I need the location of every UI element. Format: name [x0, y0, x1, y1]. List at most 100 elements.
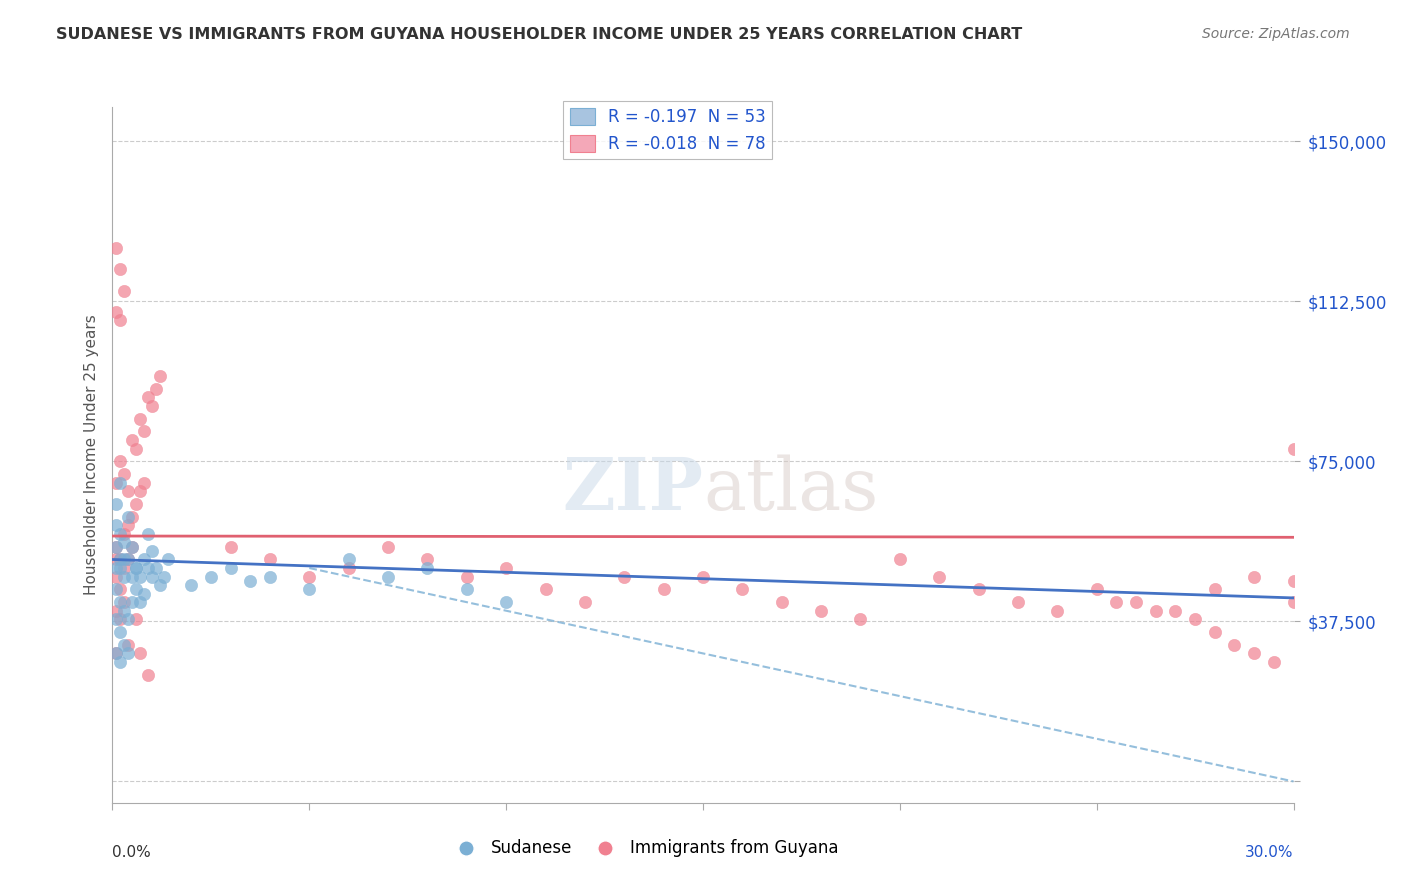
- Point: [117, 509, 139, 524]
- Point: [219, 540, 242, 554]
- Point: [1144, 604, 1167, 618]
- Point: [1164, 604, 1187, 618]
- Point: [110, 561, 132, 575]
- Point: [1204, 582, 1226, 597]
- Point: [1263, 655, 1285, 669]
- Point: [105, 540, 128, 554]
- Point: [105, 647, 128, 661]
- Point: [110, 262, 132, 277]
- Point: [132, 475, 155, 490]
- Legend: Sudanese, Immigrants from Guyana: Sudanese, Immigrants from Guyana: [443, 833, 845, 864]
- Point: [141, 399, 163, 413]
- Point: [337, 561, 360, 575]
- Point: [112, 467, 135, 482]
- Point: [416, 561, 439, 575]
- Point: [125, 442, 148, 456]
- Point: [129, 595, 152, 609]
- Point: [110, 475, 132, 490]
- Point: [613, 569, 636, 583]
- Point: [121, 540, 143, 554]
- Point: [849, 612, 872, 626]
- Point: [1007, 595, 1029, 609]
- Point: [110, 655, 132, 669]
- Point: [141, 569, 163, 583]
- Point: [117, 647, 139, 661]
- Point: [1243, 569, 1265, 583]
- Text: SUDANESE VS IMMIGRANTS FROM GUYANA HOUSEHOLDER INCOME UNDER 25 YEARS CORRELATION: SUDANESE VS IMMIGRANTS FROM GUYANA HOUSE…: [56, 27, 1022, 42]
- Point: [105, 475, 128, 490]
- Point: [1204, 625, 1226, 640]
- Point: [105, 518, 128, 533]
- Text: Source: ZipAtlas.com: Source: ZipAtlas.com: [1202, 27, 1350, 41]
- Point: [1282, 595, 1305, 609]
- Point: [117, 612, 139, 626]
- Point: [105, 241, 128, 255]
- Point: [129, 484, 152, 499]
- Point: [121, 540, 143, 554]
- Point: [110, 527, 132, 541]
- Point: [121, 595, 143, 609]
- Point: [112, 561, 135, 575]
- Point: [136, 561, 159, 575]
- Point: [1282, 574, 1305, 588]
- Point: [416, 552, 439, 566]
- Point: [110, 552, 132, 566]
- Point: [149, 578, 172, 592]
- Point: [141, 544, 163, 558]
- Point: [1282, 442, 1305, 456]
- Point: [121, 569, 143, 583]
- Point: [337, 552, 360, 566]
- Text: atlas: atlas: [703, 454, 879, 525]
- Point: [112, 595, 135, 609]
- Point: [156, 552, 179, 566]
- Point: [110, 595, 132, 609]
- Point: [112, 527, 135, 541]
- Point: [810, 604, 832, 618]
- Point: [180, 578, 202, 592]
- Point: [125, 582, 148, 597]
- Point: [219, 561, 242, 575]
- Point: [1046, 604, 1069, 618]
- Point: [132, 552, 155, 566]
- Point: [1223, 638, 1246, 652]
- Point: [129, 647, 152, 661]
- Point: [377, 569, 399, 583]
- Point: [117, 552, 139, 566]
- Point: [889, 552, 911, 566]
- Point: [125, 561, 148, 575]
- Point: [125, 561, 148, 575]
- Point: [145, 382, 167, 396]
- Point: [117, 552, 139, 566]
- Point: [770, 595, 793, 609]
- Point: [112, 535, 135, 549]
- Point: [112, 604, 135, 618]
- Point: [259, 552, 281, 566]
- Point: [259, 569, 281, 583]
- Text: 0.0%: 0.0%: [112, 845, 152, 860]
- Point: [105, 540, 128, 554]
- Point: [105, 552, 128, 566]
- Point: [1085, 582, 1108, 597]
- Point: [105, 612, 128, 626]
- Point: [1243, 647, 1265, 661]
- Point: [105, 497, 128, 511]
- Point: [136, 527, 159, 541]
- Point: [117, 484, 139, 499]
- Point: [200, 569, 222, 583]
- Text: 30.0%: 30.0%: [1246, 845, 1294, 860]
- Point: [121, 433, 143, 447]
- Point: [112, 284, 135, 298]
- Point: [112, 569, 135, 583]
- Point: [298, 569, 321, 583]
- Text: ZIP: ZIP: [562, 454, 703, 525]
- Point: [105, 305, 128, 319]
- Point: [112, 552, 135, 566]
- Point: [136, 390, 159, 404]
- Point: [112, 638, 135, 652]
- Point: [456, 582, 478, 597]
- Point: [105, 647, 128, 661]
- Point: [239, 574, 262, 588]
- Point: [652, 582, 675, 597]
- Y-axis label: Householder Income Under 25 years: Householder Income Under 25 years: [83, 315, 98, 595]
- Point: [110, 582, 132, 597]
